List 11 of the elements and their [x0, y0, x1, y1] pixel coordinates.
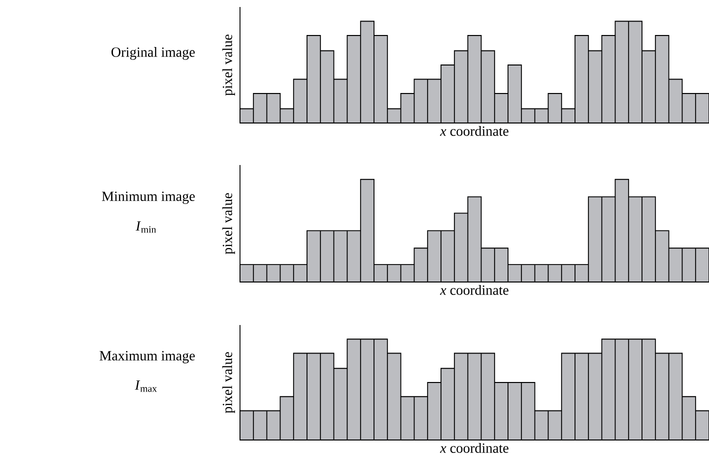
x-axis-title: x coordinate	[440, 126, 508, 136]
text: Original image	[111, 47, 195, 60]
text: I$_{max}$	[134, 380, 157, 392]
text: Minimum image	[102, 192, 195, 204]
y-axis-title: pixel value	[222, 34, 236, 96]
x-axis-title: x coordinate	[440, 284, 508, 295]
text: I$_{min}$	[136, 221, 156, 233]
text: Maximum image	[100, 351, 195, 364]
y-axis-title: pixel value	[222, 352, 235, 414]
x-axis-title: x coordinate	[440, 442, 508, 453]
y-axis-title: pixel value	[222, 193, 236, 254]
